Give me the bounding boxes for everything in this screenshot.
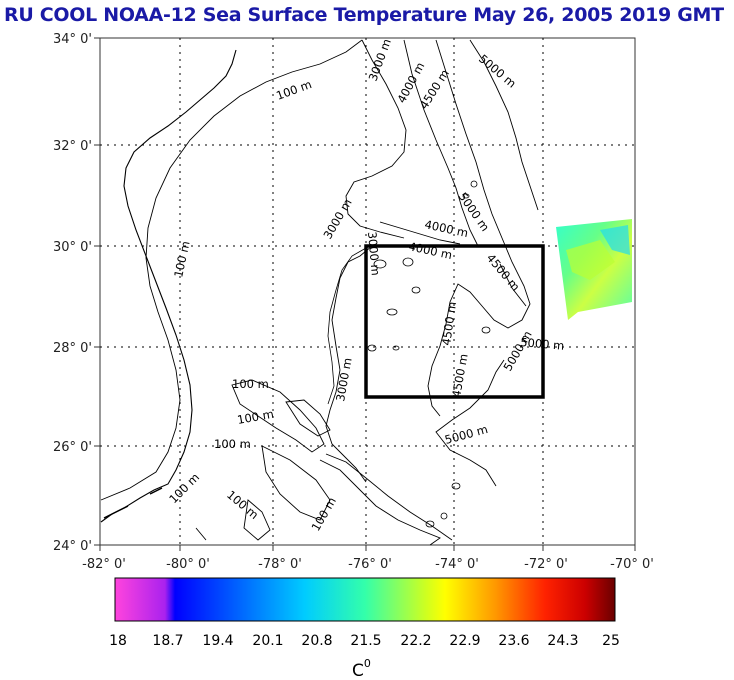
colorbar-tick-label: 22.9: [449, 633, 480, 649]
colorbar-tick-label: 19.4: [202, 633, 233, 649]
contour-100m: [100, 39, 363, 501]
colorbar-tick-label: 21.5: [350, 633, 381, 649]
lon-tick-label: -76° 0': [348, 557, 392, 572]
florida-coastline: [100, 49, 237, 523]
abaco-ridge: [325, 245, 373, 483]
lon-tick-label: -78° 0': [258, 557, 302, 572]
lon-tick-label: -74° 0': [435, 557, 479, 572]
colorbar-tick-label: 20.1: [252, 633, 283, 649]
lat-tick-label: 32° 0': [53, 139, 92, 154]
contour-5000m: [435, 39, 539, 487]
florida-keys: [103, 487, 163, 519]
lat-tick-label: 34° 0': [53, 32, 92, 47]
lat-tick-label: 26° 0': [53, 440, 92, 455]
contour-label: 100 m: [171, 240, 192, 279]
contour-label: 4500 m: [449, 353, 470, 399]
contour-label: 3000 m: [366, 37, 394, 83]
contour-4500m: [427, 39, 531, 417]
contour-label: 100 m: [214, 437, 251, 451]
colorbar-tick-label: 24.3: [547, 633, 578, 649]
contour-label: 5000 m: [500, 328, 534, 373]
contour-label: 100 m: [274, 77, 313, 103]
lat-tick-label: 24° 0': [53, 539, 92, 554]
lon-tick-label: -70° 0': [610, 557, 654, 572]
contour-label: 3000 m: [333, 357, 354, 403]
contour-label: 4000 m: [407, 239, 453, 262]
colorbar-ticks: 18 18.7 19.4 20.1 20.8 21.5 22.2 22.9 23…: [109, 633, 620, 649]
sst-swath-patch: [566, 240, 615, 280]
map-title: RU COOL NOAA-12 Sea Surface Temperature …: [4, 4, 724, 26]
abaco-ridge-2: [327, 247, 367, 405]
colorbar-tick-label: 23.6: [498, 633, 529, 649]
contour-label: 5000 m: [443, 422, 489, 447]
contour-label: 5000 m: [476, 52, 519, 91]
bahamas-banks: [195, 379, 453, 546]
sst-swath-patch: [600, 225, 630, 255]
contour-3000m: [345, 39, 407, 239]
contour-label: 100 m: [232, 377, 269, 391]
contour-label: 5000 m: [520, 335, 565, 353]
lat-tick-label: 28° 0': [53, 341, 92, 356]
contour-blobs: [367, 180, 491, 528]
lon-tick-label: -80° 0': [166, 557, 210, 572]
contour-label: 100 m: [236, 407, 275, 427]
plot-frame: [99, 37, 636, 546]
contour-label: 3000 m: [365, 231, 383, 276]
contour-label: 4500 m: [439, 301, 459, 347]
lon-tick-label: -72° 0': [524, 557, 568, 572]
colorbar: [114, 577, 616, 622]
contour-label: 100 m: [166, 470, 202, 506]
lat-axis: 24° 0' 26° 0' 28° 0' 30° 0' 32° 0' 34° 0…: [53, 32, 100, 554]
contour-4000m: [379, 39, 479, 247]
lon-axis: -82° 0' -80° 0' -78° 0' -76° 0' -74° 0' …: [82, 545, 654, 572]
contour-label: 100 m: [308, 495, 339, 534]
study-area-box: [364, 244, 545, 399]
contour-label: 3000 m: [320, 196, 354, 241]
colorbar-tick-label: 22.2: [400, 633, 431, 649]
contour-label: 100 m: [224, 488, 261, 522]
colorbar-tick-label: 20.8: [301, 633, 332, 649]
colorbar-tick-label: 18: [109, 633, 127, 649]
lon-tick-label: -82° 0': [82, 557, 126, 572]
colorbar-tick-label: 25: [602, 633, 620, 649]
colorbar-unit: C0: [352, 657, 371, 680]
colorbar-tick-label: 18.7: [152, 633, 183, 649]
lat-tick-label: 30° 0': [53, 240, 92, 255]
